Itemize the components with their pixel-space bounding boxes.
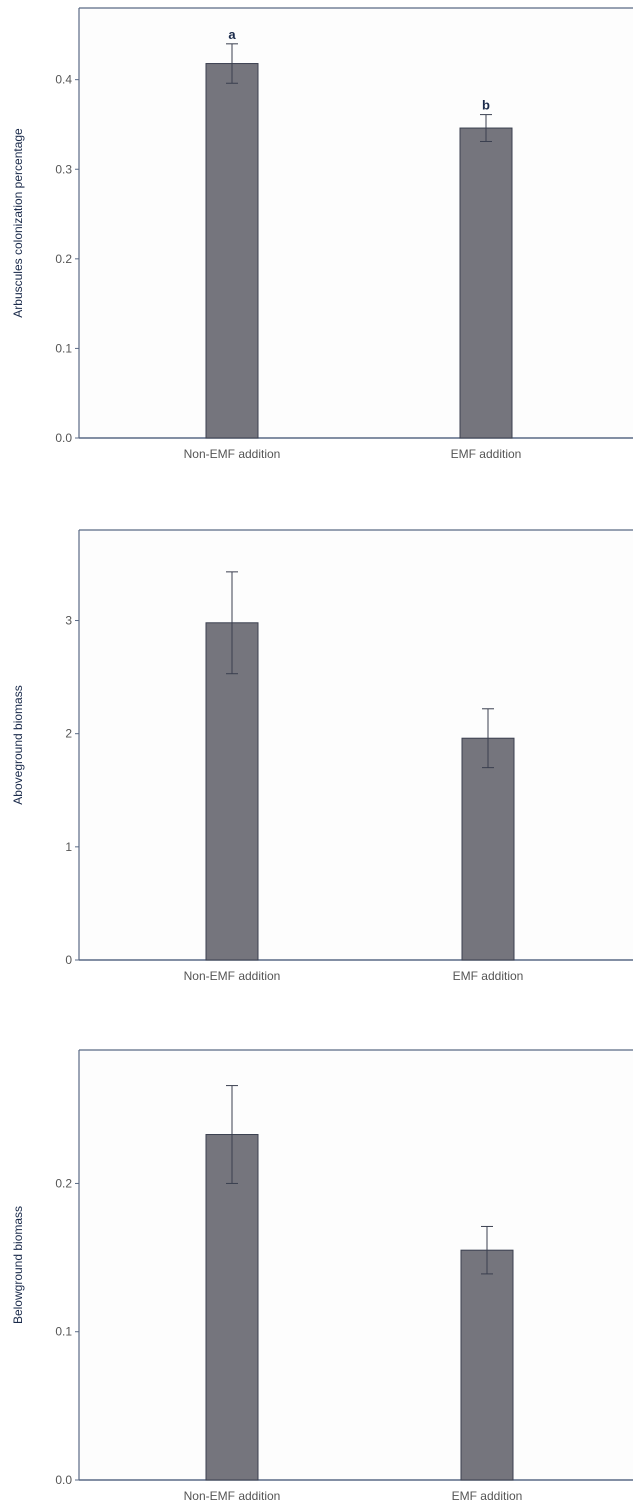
chart-panel-3: 0.0 0.1 0.2 Belowground biomass Non-EMF addi… xyxy=(11,1049,633,1503)
plot-area xyxy=(79,8,633,438)
bar-non-emf xyxy=(205,1134,259,1481)
y-tick-label: 0.2 xyxy=(55,252,72,266)
x-category-label: Non-EMF addition xyxy=(184,447,281,461)
y-tick-label: 0.4 xyxy=(55,73,72,87)
y-tick-label: 0.2 xyxy=(55,1176,72,1190)
bar-emf xyxy=(461,737,515,961)
y-axis-title: Belowground biomass xyxy=(11,1206,25,1324)
x-category-label: EMF addition xyxy=(452,1489,523,1503)
y-tick-label: 0.3 xyxy=(55,162,72,176)
x-category-label: EMF addition xyxy=(453,969,524,983)
y-tick-label: 3 xyxy=(65,614,72,628)
x-category-label: Non-EMF addition xyxy=(184,1489,281,1503)
y-tick-label: 1 xyxy=(65,840,72,854)
chart-panel-2: 0 1 2 3 Aboveground biomass Non-EMF addition E… xyxy=(11,529,633,983)
y-tick-label: 2 xyxy=(65,727,72,741)
y-axis-title: Aboveground biomass xyxy=(11,685,25,804)
y-tick-label: 0.0 xyxy=(55,431,72,445)
significance-letter: a xyxy=(228,27,236,42)
y-tick-label: 0 xyxy=(65,953,72,967)
plot-area xyxy=(79,530,633,960)
y-axis-title: Arbuscules colonization percentage xyxy=(11,128,25,318)
y-tick-label: 0.1 xyxy=(55,1325,72,1339)
y-tick-label: 0.1 xyxy=(55,341,72,355)
y-tick-label: 0.0 xyxy=(55,1473,72,1487)
bar-emf xyxy=(460,1249,514,1481)
bar-emf xyxy=(459,127,513,439)
chart-panel-1: 0.0 0.1 0.2 0.3 0.4 Arbuscules colonization p… xyxy=(11,7,633,461)
plot-area xyxy=(79,1050,633,1480)
x-category-label: EMF addition xyxy=(451,447,522,461)
bar-non-emf xyxy=(205,622,259,961)
bar-non-emf xyxy=(205,63,259,439)
x-category-label: Non-EMF addition xyxy=(184,969,281,983)
significance-letter: b xyxy=(482,98,490,113)
